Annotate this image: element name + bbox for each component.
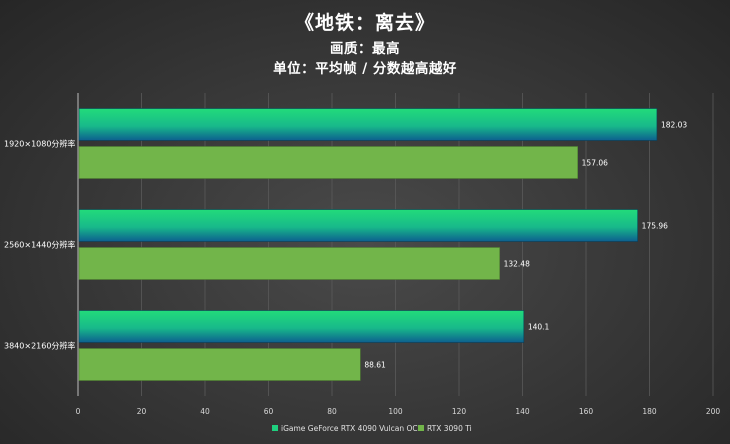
bar-igame-4090 (78, 310, 525, 343)
legend-label: RTX 3090 Ti (427, 424, 472, 433)
x-tick-label: 200 (706, 407, 721, 416)
bar-rtx-3090ti (78, 247, 500, 280)
x-tick-label: 0 (76, 407, 81, 416)
x-tick-label: 100 (388, 407, 403, 416)
legend-swatch (418, 425, 424, 431)
data-label: 157.06 (582, 159, 608, 168)
x-tick-label: 180 (642, 407, 657, 416)
x-tick-label: 120 (452, 407, 467, 416)
legend-label: iGame GeForce RTX 4090 Vulcan OC (281, 424, 418, 433)
data-label: 182.03 (661, 121, 687, 130)
bar-igame-4090 (78, 108, 658, 141)
data-label: 132.48 (504, 260, 530, 269)
grid-lines (141, 93, 714, 396)
x-tick-label: 80 (327, 407, 337, 416)
x-tick-label: 20 (137, 407, 147, 416)
bar-rtx-3090ti (78, 348, 361, 381)
x-tick-label: 140 (515, 407, 530, 416)
axis: 0 20 40 60 80 100 120 140 160 180 200 1920×1080分辨率 2… (4, 93, 720, 416)
legend-swatch (272, 425, 278, 431)
data-label: 140.1 (528, 323, 550, 332)
bars: 182.03 157.06 175.96 132.48 140.1 88.61 (78, 108, 687, 381)
data-label: 175.96 (642, 222, 668, 231)
x-tick-label: 40 (200, 407, 210, 416)
bar-igame-4090 (78, 209, 638, 242)
chart-subtitle-unit: 单位：平均帧 / 分数越高越好 (273, 61, 457, 77)
chart-title: 《地铁：离去》 (294, 12, 435, 34)
chart-subtitle-quality: 画质：最高 (330, 41, 400, 57)
category-label: 1920×1080分辨率 (4, 139, 75, 149)
bar-rtx-3090ti (78, 146, 578, 179)
category-label: 3840×2160分辨率 (4, 341, 75, 351)
x-tick-label: 160 (579, 407, 594, 416)
x-tick-label: 60 (264, 407, 274, 416)
category-label: 2560×1440分辨率 (4, 240, 75, 250)
data-label: 88.61 (364, 361, 386, 370)
legend: iGame GeForce RTX 4090 Vulcan OC RTX 3090… (272, 424, 472, 433)
